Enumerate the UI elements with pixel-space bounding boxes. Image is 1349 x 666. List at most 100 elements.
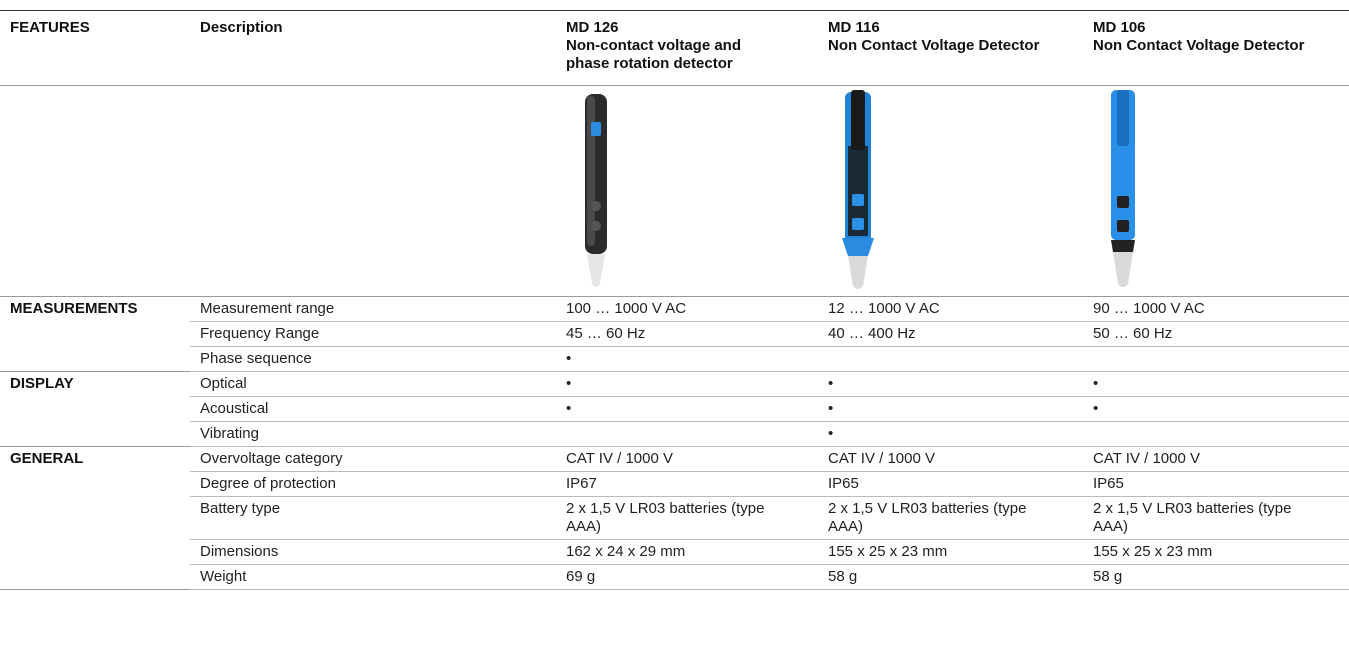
spec-text: 58 g <box>1093 568 1123 585</box>
product-name: Non Contact Voltage Detector <box>828 37 1040 54</box>
spec-text: • <box>828 375 834 392</box>
empty-cell <box>1083 346 1349 372</box>
spec-row: Frequency Range 45 … 60 Hz 40 … 400 Hz 50 …… <box>0 321 1349 347</box>
spec-text: • <box>566 400 572 417</box>
image-cell <box>818 85 1083 297</box>
product-header: MD 106 Non Contact Voltage Detector <box>1083 10 1349 86</box>
header-cell: FEATURES <box>0 10 190 86</box>
section-title: MEASUREMENTS <box>0 296 190 372</box>
header-row: FEATURES Description MD 126 Non-contact vol… <box>0 10 1349 86</box>
spec-value: • <box>818 421 1083 447</box>
spec-row: MEASUREMENTS Measurement range 100 … 1000 … <box>0 296 1349 372</box>
spec-value: IP65 <box>1083 471 1349 497</box>
spec-value: 12 … 1000 V AC <box>818 296 1083 322</box>
header-cell: Description <box>190 10 556 86</box>
spec-value: 58 g <box>818 564 1083 590</box>
empty-cell <box>1083 421 1349 447</box>
row-label: Frequency Range <box>190 321 556 347</box>
row-label: Overvoltage category <box>190 446 556 472</box>
spec-row: GENERAL Overvoltage category CAT IV / 1000… <box>0 446 1349 590</box>
row-label: Degree of protection <box>190 471 556 497</box>
spec-text: 12 … 1000 V AC <box>828 300 940 317</box>
row-label: Phase sequence <box>190 346 556 372</box>
empty-cell <box>190 85 556 297</box>
product-name: Non Contact Voltage Detector <box>1093 37 1305 54</box>
row-label: Battery type <box>190 496 556 540</box>
spec-value: 162 x 24 x 29 mm <box>556 539 818 565</box>
product-model: MD 106 <box>1093 19 1146 36</box>
spec-value: • <box>556 346 818 372</box>
product-image <box>842 90 874 289</box>
spec-value: 50 … 60 Hz <box>1083 321 1349 347</box>
section-title: GENERAL <box>0 446 190 590</box>
spec-value: 2 x 1,5 V LR03 batteries (type AAA) <box>556 496 818 540</box>
spec-value: 155 x 25 x 23 mm <box>818 539 1083 565</box>
spec-row: DISPLAY Optical • • • <box>0 371 1349 447</box>
spec-text: IP65 <box>1093 475 1124 492</box>
spec-value: IP65 <box>818 471 1083 497</box>
row-label: Acoustical <box>190 396 556 422</box>
row-label: Optical <box>190 371 556 397</box>
empty-cell <box>818 346 1083 372</box>
spec-value: 58 g <box>1083 564 1349 590</box>
spec-text: 155 x 25 x 23 mm <box>828 543 948 560</box>
spec-text: 69 g <box>566 568 596 585</box>
row-label: Dimensions <box>190 539 556 565</box>
spec-text: 58 g <box>828 568 858 585</box>
spec-row: Battery type 2 x 1,5 V LR03 batteries (ty… <box>0 496 1349 540</box>
spec-text: 45 … 60 Hz <box>566 325 646 342</box>
spec-text: 40 … 400 Hz <box>828 325 916 342</box>
spec-text: • <box>1093 375 1099 392</box>
empty-cell <box>0 85 190 297</box>
product-name: Non-contact voltage and phase rotation d… <box>566 37 742 72</box>
spec-text: • <box>566 350 572 367</box>
spec-value: IP67 <box>556 471 818 497</box>
spec-value: 155 x 25 x 23 mm <box>1083 539 1349 565</box>
spec-text: 162 x 24 x 29 mm <box>566 543 686 560</box>
spec-row: Degree of protection IP67 IP65 IP65 <box>0 471 1349 497</box>
spec-value: 40 … 400 Hz <box>818 321 1083 347</box>
image-cell <box>556 85 818 297</box>
spec-value: • <box>818 396 1083 422</box>
image-row <box>0 85 1349 297</box>
row-label: Weight <box>190 564 556 590</box>
product-model: MD 116 <box>828 19 880 36</box>
image-cell <box>1083 85 1349 297</box>
spec-text: CAT IV / 1000 V <box>566 450 673 467</box>
spec-text: 2 x 1,5 V LR03 batteries (type AAA) <box>566 500 765 535</box>
product-header: MD 116 Non Contact Voltage Detector <box>818 10 1083 86</box>
spec-row: Dimensions 162 x 24 x 29 mm 155 x 25 x 23 … <box>0 539 1349 565</box>
spec-text: CAT IV / 1000 V <box>1093 450 1200 467</box>
spec-value: 2 x 1,5 V LR03 batteries (type AAA) <box>1083 496 1349 540</box>
row-label: Vibrating <box>190 421 556 447</box>
spec-value: • <box>1083 396 1349 422</box>
spec-value: • <box>556 371 818 397</box>
empty-cell <box>556 421 818 447</box>
spec-row: Acoustical • • • <box>0 396 1349 422</box>
spec-row: Vibrating • <box>0 421 1349 447</box>
spec-value: CAT IV / 1000 V <box>1083 446 1349 472</box>
product-image <box>1111 90 1135 287</box>
spec-text: 2 x 1,5 V LR03 batteries (type AAA) <box>828 500 1027 535</box>
product-model: MD 126 <box>566 19 619 36</box>
spec-text: • <box>828 425 834 442</box>
spec-text: 50 … 60 Hz <box>1093 325 1173 342</box>
product-header: MD 126 Non-contact voltage and phase rota… <box>556 10 818 86</box>
spec-value: • <box>818 371 1083 397</box>
spec-text: IP65 <box>828 475 859 492</box>
spec-value: 2 x 1,5 V LR03 batteries (type AAA) <box>818 496 1083 540</box>
spec-value: • <box>1083 371 1349 397</box>
spec-text: 155 x 25 x 23 mm <box>1093 543 1213 560</box>
spec-value: 69 g <box>556 564 818 590</box>
spec-text: 90 … 1000 V AC <box>1093 300 1205 317</box>
section-title: DISPLAY <box>0 371 190 447</box>
spec-text: 100 … 1000 V AC <box>566 300 687 317</box>
spec-value: • <box>556 396 818 422</box>
spec-row: Weight 69 g 58 g 58 g <box>0 564 1349 590</box>
spec-text: • <box>828 400 834 417</box>
spec-text: • <box>566 375 572 392</box>
spec-value: 100 … 1000 V AC <box>556 296 818 322</box>
spec-value: CAT IV / 1000 V <box>556 446 818 472</box>
spec-text: IP67 <box>566 475 597 492</box>
